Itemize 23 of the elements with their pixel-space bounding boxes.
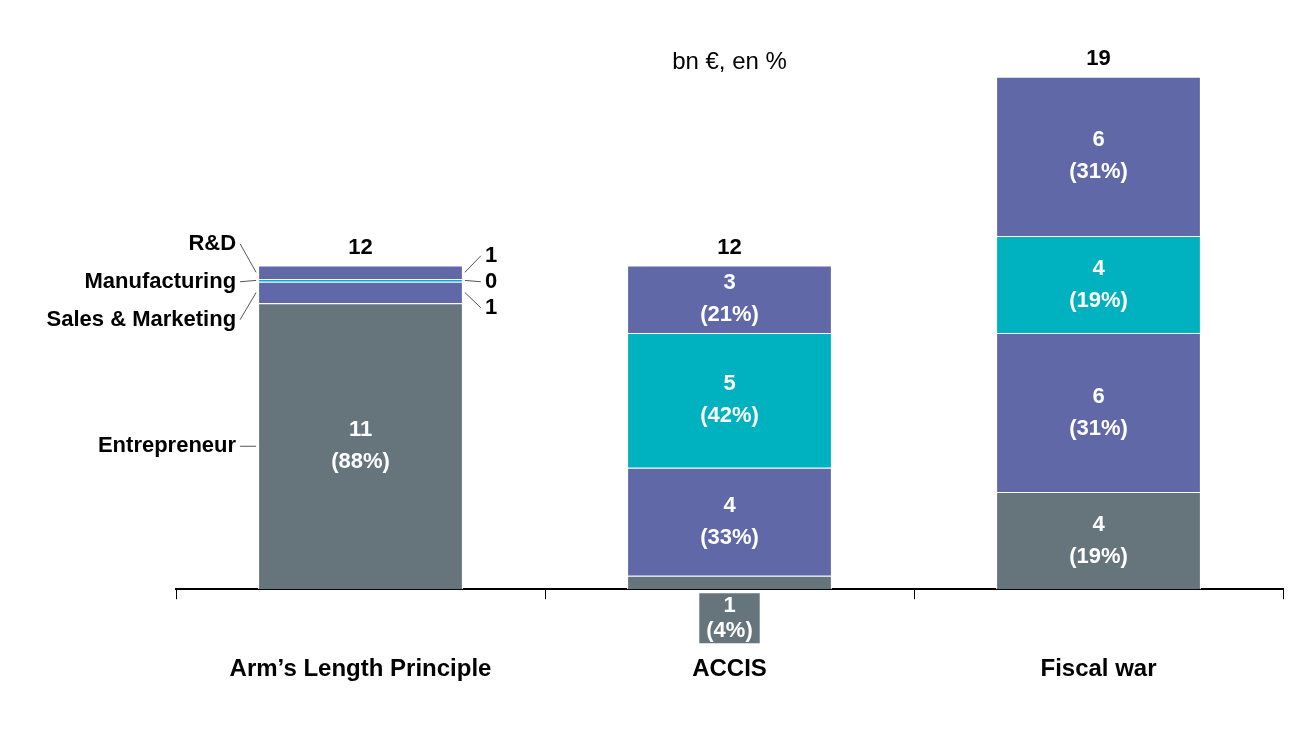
data-label: 6 (31%) [1069,382,1128,440]
series-label: Sales & Marketing [46,305,237,331]
series-label: R&D [188,229,237,255]
data-label: 3 (21%) [700,269,759,327]
data-label: 4 (19%) [1069,254,1128,312]
total-label: 12 [717,233,742,259]
x-tick-label: ACCIS [692,654,767,682]
data-label: 6 (31%) [1069,126,1128,184]
data-label: 0 [484,267,498,293]
data-label: 1 [484,241,498,267]
series-label: Manufacturing [84,267,237,293]
total-label: 12 [348,233,373,259]
series-label: Entrepreneur [97,432,237,458]
x-tick-label: Arm’s Length Principle [229,654,492,682]
data-label: 4 (33%) [700,491,759,549]
data-label: 1 (4%) [706,591,753,642]
data-label: 4 (19%) [1069,510,1128,568]
x-tick-label: Fiscal war [1040,654,1157,682]
data-label: 5 (42%) [700,370,759,428]
chart-subtitle: bn €, en % [672,47,787,75]
data-label: 1 [484,293,498,319]
total-label: 19 [1086,44,1111,70]
data-label: 11 (88%) [331,416,390,474]
